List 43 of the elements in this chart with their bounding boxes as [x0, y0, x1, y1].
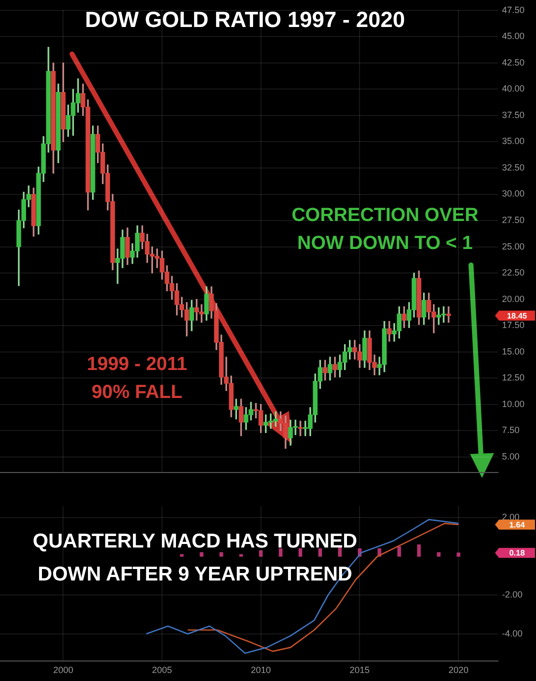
bar	[436, 552, 441, 557]
y-tick-label: 27.50	[502, 215, 525, 226]
bar	[298, 548, 302, 557]
y-tick-label: 17.50	[502, 320, 525, 330]
y-tick-label: 40.00	[502, 84, 525, 94]
y-tick-label: 15.00	[502, 346, 525, 356]
annotation: CORRECTION OVER NOW DOWN TO < 1	[292, 205, 479, 254]
text: 1.64	[509, 520, 526, 530]
bar	[259, 550, 263, 557]
bar	[220, 552, 224, 557]
y-tick-label: 32.50	[502, 162, 525, 172]
x-tick-label: 2000	[53, 664, 74, 675]
x-tick-label: 2020	[448, 664, 468, 675]
y-tick-label: -4.00	[502, 628, 523, 638]
y-tick-label: 42.50	[502, 57, 525, 68]
y-tick-label: 45.00	[502, 31, 525, 42]
y-tick-label: 22.50	[502, 268, 525, 278]
text: 0.18	[509, 548, 526, 558]
y-tick-label: 35.00	[502, 136, 525, 146]
x-tick-label: 2005	[152, 664, 172, 675]
bar	[180, 554, 184, 557]
x-tick-label: 2010	[250, 664, 271, 675]
bar	[417, 544, 421, 557]
y-tick-label: 5.00	[502, 451, 520, 462]
bar	[239, 554, 243, 557]
y-tick-label: 37.50	[502, 110, 525, 120]
y-tick-label: 12.50	[502, 372, 525, 383]
y-tick-label: 10.00	[502, 398, 525, 409]
y-tick-label: -2.00	[502, 590, 523, 600]
y-tick-label: 30.00	[502, 188, 525, 199]
bar	[278, 548, 282, 557]
y-tick-label: 20.00	[502, 294, 525, 304]
bar	[318, 548, 322, 557]
annotation: 1999 - 2011 90% FALL	[86, 354, 188, 404]
chart-title: DOW GOLD RATIO 1997 - 2020	[85, 7, 405, 32]
y-tick-label: 7.50	[502, 425, 520, 436]
bar	[397, 546, 402, 557]
bar	[456, 552, 460, 557]
bar	[200, 552, 204, 557]
x-tick-label: 2015	[350, 664, 370, 675]
y-tick-label: 25.00	[502, 241, 525, 252]
text: 18.45	[506, 311, 528, 320]
y-tick-label: 47.50	[502, 4, 525, 15]
